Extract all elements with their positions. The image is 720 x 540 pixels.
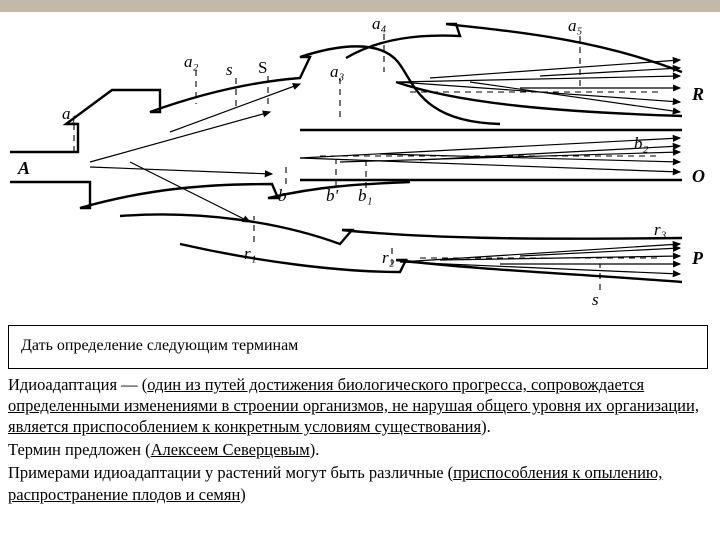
- label-a4: a₄: [372, 14, 386, 34]
- label-a1: a₁: [62, 104, 76, 124]
- label-a5: a₅: [568, 16, 582, 36]
- definition-line3-suffix: ): [240, 485, 246, 504]
- label-b1: b₁: [358, 186, 372, 206]
- label-r1: r₁: [244, 244, 257, 264]
- definition-line2: Термин предложен (Алексеем Северцевым).: [8, 439, 712, 460]
- definition-line1: Идиоадаптация — (один из путей достижени…: [8, 374, 712, 437]
- label-r3: r₃: [654, 220, 667, 240]
- label-b: b: [278, 186, 287, 206]
- label-s1: s: [226, 60, 233, 80]
- label-A: A: [18, 158, 30, 179]
- evolution-scheme-svg: [0, 12, 720, 320]
- label-r2: r₂: [382, 248, 395, 268]
- definition-author: Алексеем Северцевым: [151, 440, 310, 459]
- definition-line3: Примерами идиоадаптации у растений могут…: [8, 462, 712, 504]
- label-b2: b₂: [634, 134, 648, 154]
- label-bp: b': [326, 186, 338, 206]
- task-prompt: Дать определение следующим терминам: [21, 337, 298, 354]
- definition-line2-prefix: Термин предложен (: [8, 440, 151, 459]
- label-a3: a₃: [330, 62, 344, 82]
- definition-dash: —: [121, 375, 138, 394]
- definition-term: Идиоадаптация: [8, 375, 117, 394]
- label-a2: a₂: [184, 52, 198, 72]
- label-O: O: [692, 166, 705, 187]
- label-P: P: [692, 248, 703, 269]
- diagram: A R O P a₁ a₂ s S a₃ a₄ a₅ b b' b₁ b₂ r₁…: [0, 12, 720, 320]
- page: A R O P a₁ a₂ s S a₃ a₄ a₅ b b' b₁ b₂ r₁…: [0, 0, 720, 540]
- label-R: R: [692, 84, 704, 105]
- task-box: Дать определение следующим терминам: [8, 325, 708, 369]
- top-stripe: [0, 0, 720, 12]
- definition-line2-suffix: ).: [310, 440, 320, 459]
- label-S: S: [258, 58, 267, 78]
- definition-block: Идиоадаптация — (один из путей достижени…: [8, 374, 712, 507]
- label-s2: s: [592, 290, 599, 310]
- definition-line3-prefix: Примерами идиоадаптации у растений могут…: [8, 463, 453, 482]
